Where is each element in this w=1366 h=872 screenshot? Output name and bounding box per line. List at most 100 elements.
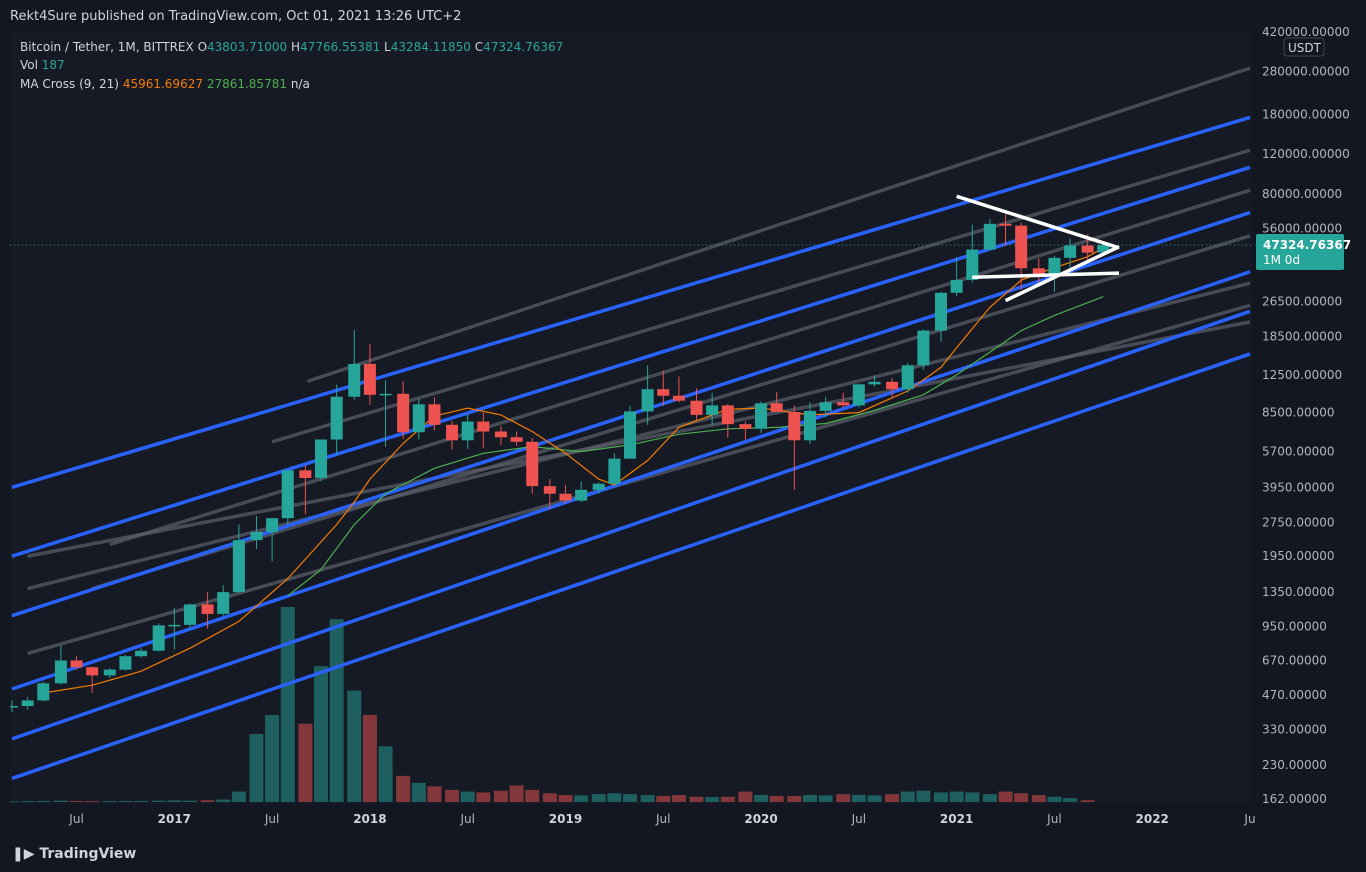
- price-tick-label: 3950.00000: [1262, 480, 1335, 494]
- price-tick-label: 1350.00000: [1262, 585, 1335, 599]
- blue-channel-line: [11, 270, 1251, 691]
- volume-bar: [151, 800, 166, 802]
- volume-bar: [69, 800, 84, 802]
- volume-bar: [509, 785, 524, 802]
- last-price-countdown: 1M 0d: [1263, 253, 1300, 267]
- tradingview-logo[interactable]: ❚▶ TradingView: [12, 846, 136, 862]
- volume-bar: [1014, 793, 1029, 802]
- candle-body: [575, 489, 588, 501]
- candle-body: [592, 483, 605, 490]
- legend-l-label: L: [384, 40, 391, 54]
- candle-body: [510, 437, 523, 442]
- candle-body: [983, 223, 996, 250]
- blue-channel-line: [11, 165, 1251, 558]
- price-tick-label: 330.00000: [1262, 723, 1327, 737]
- volume-bar: [851, 795, 866, 802]
- gray-channel-line: [109, 188, 1251, 547]
- blue-channel-line: [11, 309, 1251, 741]
- currency-badge: [1283, 37, 1325, 57]
- legend-low: 43284.11850: [390, 40, 471, 54]
- volume-bar: [671, 795, 686, 802]
- candle-body: [837, 402, 850, 406]
- time-tick-label: Jul: [655, 812, 670, 826]
- price-tick-label: 26500.00000: [1262, 295, 1342, 309]
- footer: ❚▶ TradingView: [0, 838, 1366, 872]
- legend-ma-label: MA Cross (9, 21): [20, 77, 119, 91]
- volume-bar: [818, 795, 833, 802]
- volume-bar: [1031, 795, 1046, 802]
- volume-bar: [53, 800, 68, 802]
- candle-body: [461, 421, 474, 441]
- candle-body: [901, 365, 914, 390]
- candle-body: [348, 363, 361, 397]
- time-tick-label: Jul: [851, 812, 866, 826]
- volume-bar: [574, 795, 589, 802]
- candle-body: [966, 249, 979, 280]
- volume-bar: [802, 795, 817, 802]
- candle-body: [412, 404, 425, 433]
- volume-bar: [769, 795, 784, 802]
- candle-body: [266, 518, 279, 532]
- volume-bar: [933, 792, 948, 802]
- volume-bar: [623, 794, 638, 802]
- candle-body: [201, 604, 214, 614]
- chart-svg[interactable]: [10, 32, 1252, 804]
- time-tick-label: 2018: [353, 812, 386, 826]
- candle-body: [672, 395, 685, 401]
- price-tick-label: 280000.00000: [1262, 65, 1350, 79]
- legend-ma-slow: 27861.85781: [206, 77, 287, 91]
- ma-fast-line: [43, 247, 1104, 694]
- price-tick-label: 120000.00000: [1262, 147, 1350, 161]
- legend-h-label: H: [291, 40, 301, 54]
- candle-body: [690, 400, 703, 415]
- candle-body: [543, 486, 556, 494]
- volume-bar: [476, 792, 491, 802]
- volume-bar: [998, 791, 1013, 802]
- candle-body: [788, 411, 801, 441]
- volume-bar: [36, 800, 51, 802]
- candle-body: [1097, 245, 1110, 253]
- candle-body: [281, 470, 294, 519]
- volume-bar: [329, 619, 344, 802]
- time-tick-label: Jul: [264, 812, 279, 826]
- candle-body: [397, 393, 410, 433]
- time-tick-label: 2021: [940, 812, 973, 826]
- volume-bar: [427, 786, 442, 802]
- volume-bar: [249, 734, 264, 802]
- candle-body: [54, 660, 67, 684]
- volume-bar: [738, 791, 753, 802]
- volume-bar: [900, 791, 915, 802]
- candle-body: [330, 396, 343, 440]
- volume-bar: [754, 795, 769, 802]
- candle-body: [641, 389, 654, 412]
- volume-bar: [298, 723, 313, 802]
- legend-vol-label: Vol: [20, 58, 38, 72]
- price-tick-label: 12500.00000: [1262, 368, 1342, 382]
- legend-open: 43803.71000: [207, 40, 288, 54]
- price-tick-label: 80000.00000: [1262, 187, 1342, 201]
- price-tick-label: 950.00000: [1262, 619, 1327, 633]
- volume-bar: [720, 796, 735, 802]
- price-tick-label: 5700.00000: [1262, 445, 1335, 459]
- chart-pane[interactable]: [10, 32, 1252, 804]
- candle-body: [739, 424, 752, 429]
- volume-bar: [525, 789, 540, 802]
- ma-slow-line: [287, 296, 1104, 597]
- volume-bar: [10, 801, 19, 803]
- volume-bar: [314, 666, 329, 802]
- price-tick-label: 2750.00000: [1262, 516, 1335, 530]
- price-tick-label: 8500.00000: [1262, 406, 1335, 420]
- volume-bar: [1063, 798, 1078, 802]
- volume-bar: [558, 795, 573, 802]
- candle-body: [950, 279, 963, 293]
- volume-bar: [1047, 796, 1062, 802]
- gray-channel-line: [91, 234, 1251, 591]
- triangle-trendline: [1004, 245, 1120, 303]
- volume-bar: [182, 800, 197, 802]
- volume-bar: [949, 791, 964, 802]
- triangle-trendline: [956, 194, 1120, 250]
- blue-channel-line: [11, 115, 1251, 490]
- candle-body: [1048, 257, 1061, 275]
- candle-body: [608, 458, 621, 484]
- legend-ma-na: n/a: [290, 77, 310, 91]
